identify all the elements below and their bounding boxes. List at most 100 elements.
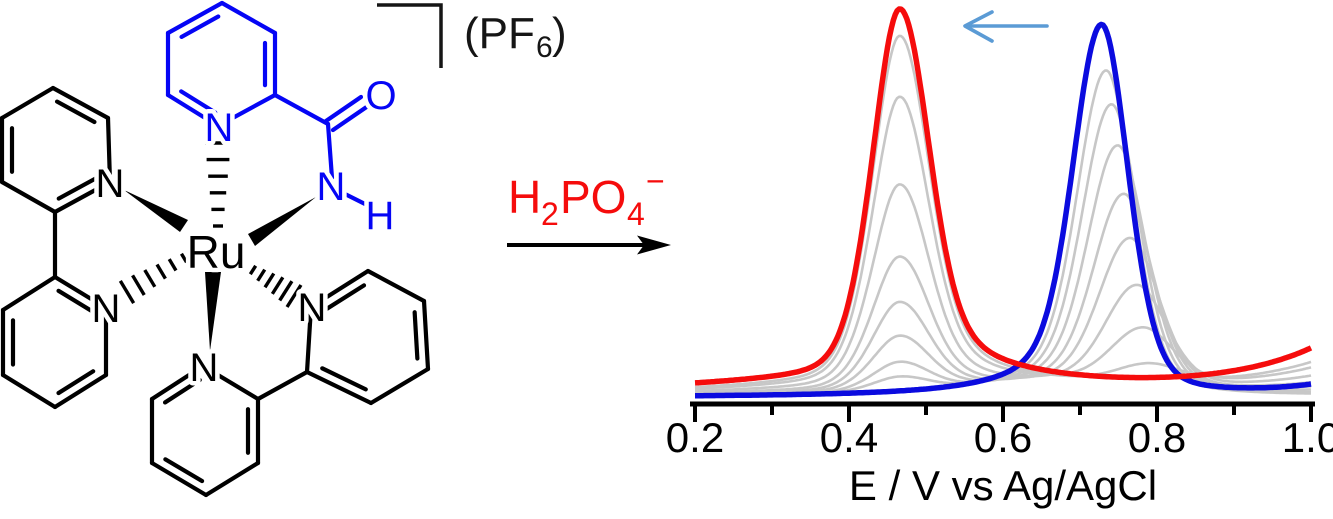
ring-bond <box>165 92 221 129</box>
voltammogram-chart: 0.2 0.4 0.6 0.8 1.0 E / V vs Ag/AgCl <box>666 6 1333 509</box>
reagent-sub2: 2 <box>541 196 559 232</box>
bond <box>255 369 310 402</box>
ring-bond <box>149 460 209 498</box>
bpy1-n2-atom-label: N <box>92 287 121 331</box>
curve-intermediate-4 <box>694 192 1312 396</box>
ring-bond <box>368 366 431 406</box>
x-axis-layer <box>690 401 1315 422</box>
ring-bond <box>421 298 431 372</box>
hash-bond-mark <box>118 279 136 305</box>
bond <box>330 103 371 133</box>
hash-bond-mark <box>155 263 167 280</box>
ring-bond <box>200 363 261 402</box>
peak-shift-arrow <box>963 10 1049 43</box>
shift-arrow-head <box>963 10 994 43</box>
hash-bond-mark <box>167 258 178 272</box>
ring-double-bond-inner <box>323 283 367 312</box>
ring-bond <box>308 268 371 310</box>
wedge-bond <box>248 197 316 246</box>
counterion-subscript: 6 <box>536 31 553 64</box>
hash-bond-mark <box>285 284 303 308</box>
reagent-formula: H 2 PO 4 − <box>508 163 665 232</box>
curve-final <box>694 6 1313 386</box>
ring-double-bond-inner <box>162 377 202 405</box>
hash-bond-mark <box>270 276 285 295</box>
ring-bond <box>215 92 278 129</box>
reagent-po: PO <box>560 171 626 223</box>
bpy2-n2-atom-label: N <box>298 286 327 330</box>
stereo-bond-layer <box>118 141 316 351</box>
curve-intermediate-5 <box>694 236 1312 395</box>
x-tick-label: 0.8 <box>1128 414 1186 461</box>
ring-bond <box>50 85 111 121</box>
ring-bond <box>219 0 278 36</box>
pyridine-n-atom-label: N <box>205 106 234 150</box>
counterion-bracket <box>377 3 443 68</box>
ring-double-bond-inner <box>179 89 218 115</box>
curve-intermediate-8 <box>694 34 1312 389</box>
ring-bond <box>0 85 56 121</box>
x-tick-label: 0.2 <box>666 414 724 461</box>
ring-double-bond-inner <box>56 369 96 396</box>
curve-intermediate-7 <box>694 95 1312 390</box>
ring-bond <box>52 179 113 215</box>
reagent-h: H <box>508 171 541 223</box>
ring-double-bond-inner <box>56 176 99 201</box>
x-axis-title: E / V vs Ag/AgCl <box>849 462 1157 509</box>
molecule-structure: Ru N N N N N O N H (PF 6 ) <box>0 0 567 498</box>
reagent-minus: − <box>646 163 665 199</box>
ring-bond <box>365 268 427 304</box>
carbonyl-o-atom-label: O <box>365 74 396 118</box>
hash-bond-mark <box>143 269 157 288</box>
bpy1-n1-atom-label: N <box>96 162 125 206</box>
ring-bond <box>149 363 206 402</box>
hash-bond-mark <box>263 272 276 289</box>
ring-bond <box>0 372 58 410</box>
counterion-open: (PF <box>464 9 535 58</box>
ru-atom-label: Ru <box>187 226 246 278</box>
reaction-group: H 2 PO 4 − <box>507 163 671 255</box>
x-tick-label: 0.4 <box>820 414 878 461</box>
bond-layer <box>0 0 431 498</box>
bond <box>272 92 331 127</box>
ring-double-bond-inner <box>320 366 368 392</box>
hash-bond-mark <box>131 274 146 296</box>
ring-bond <box>304 304 314 375</box>
ring-bond <box>203 460 261 498</box>
x-tick-label: 1.0 <box>1282 414 1333 461</box>
ring-double-bond-inner <box>412 310 420 361</box>
bond <box>325 121 335 181</box>
bond <box>323 94 364 124</box>
x-tick-label: 0.6 <box>974 414 1032 461</box>
ring-double-bond-inner <box>54 99 97 125</box>
curve-intermediate-1 <box>695 69 1311 397</box>
curve-initial <box>694 21 1312 399</box>
hash-bond-mark <box>278 280 294 302</box>
bpy2-n1-atom-label: N <box>190 346 219 390</box>
wedge-bond <box>124 190 188 232</box>
ring-bond <box>52 274 109 311</box>
hash-bond-mark <box>179 252 189 264</box>
ring-double-bond-inner <box>179 14 221 40</box>
reaction-arrow-head <box>637 235 671 255</box>
ring-double-bond-inner <box>163 457 205 484</box>
ring-bond <box>52 372 109 410</box>
ring-bond <box>304 369 374 406</box>
ring-bond <box>105 115 113 185</box>
counterion-close: ) <box>552 9 567 58</box>
x-tick-label-layer: 0.2 0.4 0.6 0.8 1.0 <box>666 414 1333 461</box>
amide-h-atom-label: H <box>366 194 395 238</box>
curve-intermediate-2 <box>695 103 1311 397</box>
ring-bond <box>0 179 58 215</box>
bond <box>342 191 372 209</box>
counterion-text: (PF 6 ) <box>464 9 567 64</box>
wedge-bond <box>205 272 221 351</box>
ring-double-bond-inner <box>56 288 96 315</box>
hash-bond-mark <box>256 268 267 282</box>
hash-bond-mark <box>248 264 258 276</box>
ring-bond <box>165 0 225 36</box>
ring-bond <box>0 274 58 313</box>
amide-n-atom-label: N <box>317 165 346 209</box>
reagent-sub4: 4 <box>627 196 645 232</box>
